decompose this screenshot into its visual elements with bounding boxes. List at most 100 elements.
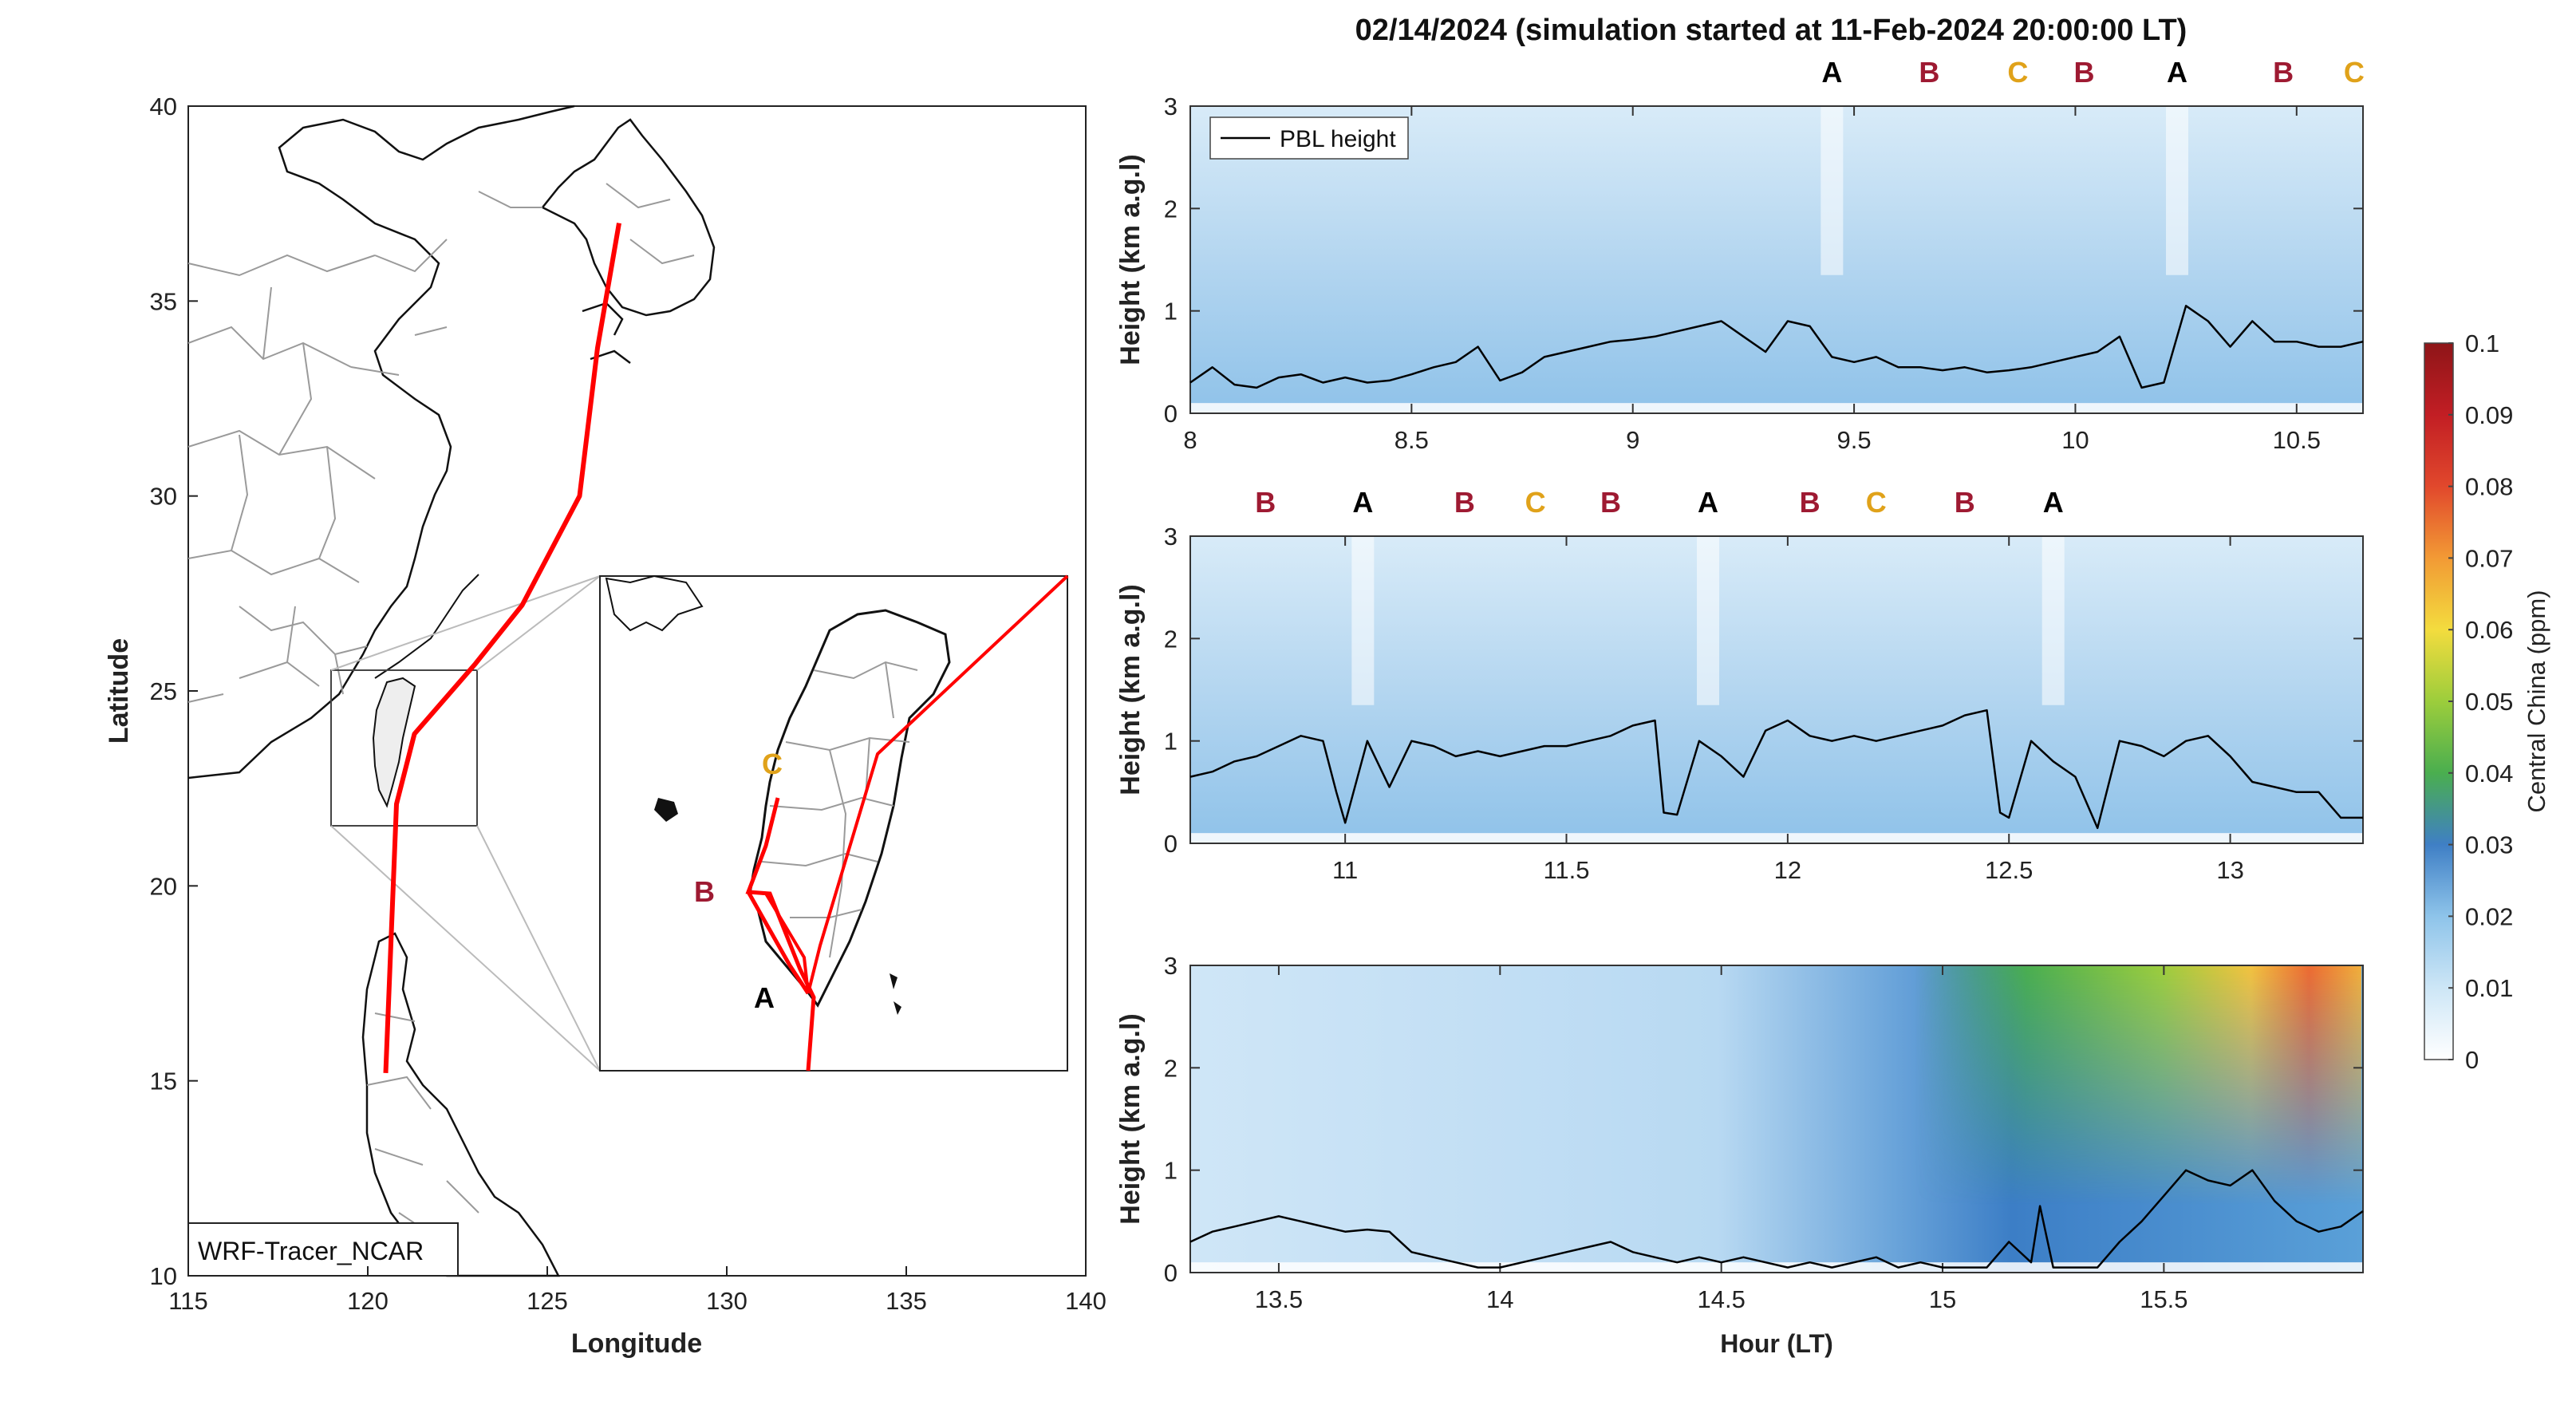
colorbar-tick-label: 0.02: [2465, 902, 2513, 930]
panel-1-top-label: C: [2344, 56, 2365, 89]
inset-label-C: C: [762, 748, 783, 780]
panel-2-top-label: B: [1600, 486, 1621, 519]
panel-3-xtick-label: 15: [1929, 1285, 1956, 1313]
panel-1-ytick-label: 0: [1164, 400, 1178, 428]
panel-2-xtick-label: 11.5: [1543, 856, 1589, 884]
trajectory-line: [383, 223, 621, 1074]
panel-1-ytick-label: 2: [1164, 195, 1178, 223]
panel-3-ytick-label: 2: [1164, 1054, 1178, 1082]
panel-1-xtick-label: 10: [2061, 426, 2089, 454]
panel-2-xtick-label: 11: [1332, 856, 1358, 884]
panel-2-ytick-label: 3: [1164, 523, 1178, 551]
panel-3-ylabel: Height (km a.g.l): [1115, 1013, 1146, 1224]
panel-1-top-label: B: [1919, 56, 1939, 89]
map-ylabel: Latitude: [104, 638, 134, 744]
map-xtick-label: 130: [706, 1287, 748, 1315]
panel-1-top-label: B: [2273, 56, 2294, 89]
colorbar: 0.1 0.09 0.08 0.07 0.06 0.05 0.04 0.03 0.02 0.01 0…: [2424, 330, 2550, 1074]
map-xtick-label: 125: [527, 1287, 568, 1315]
colorbar-tick-label: 0.06: [2465, 616, 2513, 644]
panel-1-ytick-label: 1: [1164, 298, 1178, 326]
panel-2-top-label: B: [1800, 486, 1821, 519]
colorbar-tick-label: 0.09: [2465, 401, 2513, 429]
map-xtick-label: 115: [168, 1287, 207, 1315]
korea-coastline: [541, 118, 716, 317]
map-xtick-label: 120: [347, 1287, 389, 1315]
map-ytick-label: 20: [150, 872, 177, 900]
panel-1-xtick-label: 10.5: [2273, 426, 2321, 454]
panel-2-top-label: B: [1454, 486, 1475, 519]
panel-1-top-label: A: [1821, 56, 1842, 89]
map-ytick-label: 35: [150, 287, 177, 315]
colorbar-tick-label: 0.03: [2465, 831, 2513, 859]
inset-label-A: A: [754, 981, 775, 1014]
map-xlabel: Longitude: [571, 1328, 702, 1359]
panel-2-top-label: C: [1866, 486, 1887, 519]
colorbar-tick-label: 0.05: [2465, 688, 2513, 716]
panel-2-xtick-label: 13: [2216, 856, 2243, 884]
panel-2-top-label: A: [2043, 486, 2064, 519]
panel-3-xtick-label: 14.5: [1697, 1285, 1745, 1313]
legend-label: PBL height: [1280, 126, 1396, 152]
panel-1-xtick-label: 9: [1626, 426, 1639, 454]
colorbar-tick-label: 0.01: [2465, 974, 2513, 1002]
map-ytick-label: 40: [150, 93, 177, 120]
panel-1-xtick-label: 8: [1183, 426, 1197, 454]
panel-1-top-label: C: [2007, 56, 2028, 89]
panel-1-top-label: A: [2167, 56, 2187, 89]
model-label: WRF-Tracer_NCAR: [198, 1237, 424, 1265]
colorbar-tick-label: 0: [2465, 1046, 2479, 1074]
panel-3-xlabel: Hour (LT): [1720, 1329, 1833, 1358]
map-ytick-label: 25: [150, 677, 177, 705]
panel-2-xtick-label: 12.5: [1985, 856, 2033, 884]
colorbar-tick-label: 0.08: [2465, 473, 2513, 501]
panel-1-ytick-label: 3: [1164, 93, 1178, 120]
panel-3-ytick-label: 3: [1164, 952, 1178, 980]
luzon-coastline: [361, 932, 561, 1277]
map-xtick-label: 135: [886, 1287, 927, 1315]
panel-2-ylabel: Height (km a.g.l): [1115, 584, 1146, 795]
pbl-height-line: [1189, 305, 2364, 389]
province-boundaries: [187, 183, 695, 703]
panel-3-xtick-label: 14: [1486, 1285, 1513, 1313]
panel-2-top-label: B: [1255, 486, 1276, 519]
panel-2-top-label: A: [1352, 486, 1373, 519]
panel-2-xtick-label: 12: [1774, 856, 1801, 884]
taiwan-outline: [372, 677, 416, 808]
pbl-height-line: [1189, 708, 2363, 830]
map-ytick-label: 15: [150, 1068, 177, 1095]
panel-1-ylabel: Height (km a.g.l): [1115, 154, 1146, 365]
colorbar-label: Central China (ppm): [2523, 590, 2550, 812]
china-coastline: [187, 105, 575, 780]
panel-2-ytick-label: 2: [1164, 625, 1178, 653]
panel-2-top-label: B: [1955, 486, 1975, 519]
panel-1-top-label: B: [2074, 56, 2095, 89]
panel-2-ytick-label: 0: [1164, 830, 1178, 858]
inset-region-box: [330, 669, 478, 827]
colorbar-tick-label: 0.07: [2465, 544, 2513, 572]
taiwan-inset-outline: [748, 609, 951, 1008]
heatmap-panel-1: 8 8.5 9 9.5 10 10.5 0 1 2 3 Height (km a.g.l) A B C B A…: [1115, 56, 2365, 454]
map-ytick-label: 10: [150, 1262, 177, 1290]
pbl-height-line: [1189, 1169, 2364, 1269]
taiwan-inset: C B A: [599, 574, 1069, 1072]
model-label-box: [187, 1222, 459, 1277]
inset-label-B: B: [694, 875, 715, 908]
map-xtick-label: 140: [1065, 1287, 1107, 1315]
colorbar-tick-label: 0.1: [2465, 330, 2499, 357]
heatmap-panel-3: 13.5 14 14.5 15 15.5 0 1 2 3 Height (km a.g.l) Hou…: [1115, 952, 2364, 1358]
panel-2-top-label: C: [1525, 486, 1546, 519]
colorbar-tick-label: 0.04: [2465, 760, 2513, 787]
panel-1-xtick-label: 8.5: [1395, 426, 1429, 454]
panel-3-xtick-label: 15.5: [2140, 1285, 2187, 1313]
panel-1-xtick-label: 9.5: [1837, 426, 1872, 454]
panel-3-xtick-label: 13.5: [1255, 1285, 1303, 1313]
panel-2-top-label: A: [1698, 486, 1718, 519]
figure-title: 02/14/2024 (simulation started at 11-Feb…: [1355, 14, 2187, 47]
map-ytick-label: 30: [150, 483, 177, 511]
panel-3-ytick-label: 0: [1164, 1259, 1178, 1287]
panel-3-ytick-label: 1: [1164, 1157, 1178, 1185]
